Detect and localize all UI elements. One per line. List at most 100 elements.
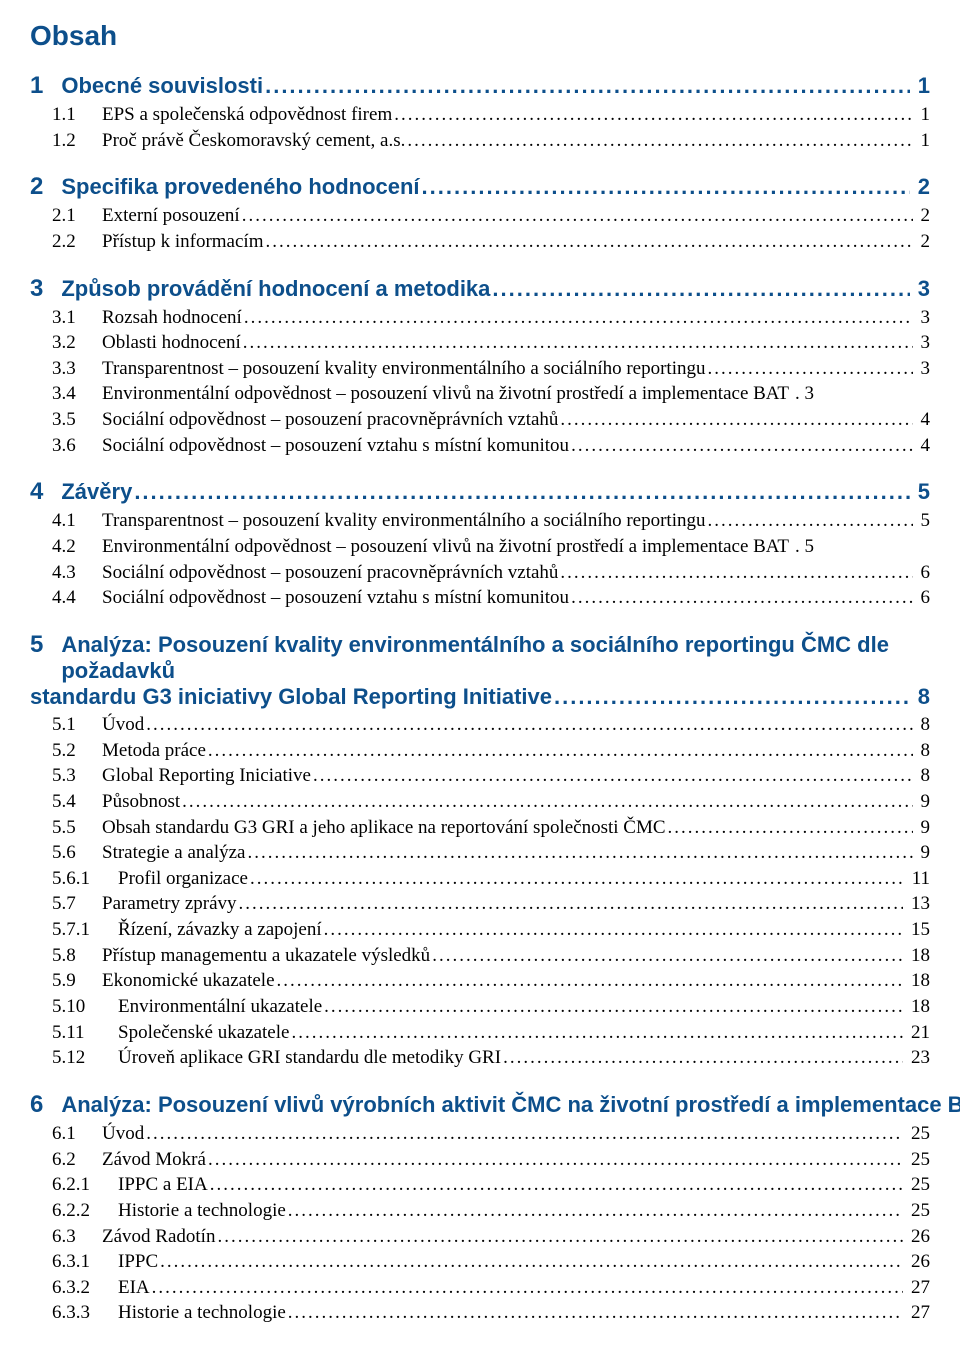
leader-dots — [208, 738, 913, 764]
toc-entry: 4.3Sociální odpovědnost – posouzení prac… — [30, 560, 930, 586]
entry-text: Externí posouzení — [102, 203, 240, 229]
leader-dots — [182, 789, 912, 815]
entry-number: 3.6 — [30, 433, 102, 459]
toc-entry: 3.1Rozsah hodnocení 3 — [30, 305, 930, 331]
entry-number: 5.4 — [30, 789, 102, 815]
leader-dots — [152, 1275, 903, 1301]
page-number: 5 — [921, 508, 931, 534]
leader-dots — [243, 330, 913, 356]
page-number: 3 — [921, 305, 931, 331]
entry-text: Transparentnost – posouzení kvality envi… — [102, 356, 706, 382]
entry-text: Oblasti hodnocení — [102, 330, 241, 356]
entry-number: 4.2 — [30, 534, 102, 560]
entry-number: 5.7.1 — [30, 917, 118, 943]
leader-dots — [242, 203, 913, 229]
leader-dots — [146, 1121, 903, 1147]
entry-number: 4.4 — [30, 585, 102, 611]
leader-dots — [708, 356, 913, 382]
leader-dots — [291, 1020, 903, 1046]
section-text: Analýza: Posouzení kvality environmentál… — [61, 632, 930, 684]
leader-dots — [208, 1147, 903, 1173]
entry-text: Přístup managementu a ukazatele výsledků — [102, 943, 430, 969]
page-number: 1 — [918, 73, 930, 99]
page-number: 27 — [911, 1275, 930, 1301]
page-number: 3 — [921, 356, 931, 382]
section-number: 3 — [30, 275, 43, 303]
leader-dots — [288, 1300, 903, 1326]
toc-entry: 6.1Úvod25 — [30, 1121, 930, 1147]
entry-number: 6.3.1 — [30, 1249, 118, 1275]
leader-dots — [708, 508, 913, 534]
page-number: 18 — [911, 994, 930, 1020]
entry-number: 5.9 — [30, 968, 102, 994]
entry-text: Působnost — [102, 789, 180, 815]
page-number: 6 — [921, 560, 931, 586]
toc-section-heading: 6Analýza: Posouzení vlivů výrobních akti… — [30, 1091, 930, 1119]
entry-number: 6.1 — [30, 1121, 102, 1147]
page-number: 4 — [921, 407, 931, 433]
page-number: 2 — [921, 229, 931, 255]
section-number: 5 — [30, 631, 43, 659]
page-number: 27 — [911, 1300, 930, 1326]
page-number: . 5 — [795, 534, 814, 560]
entry-number: 6.3.2 — [30, 1275, 118, 1301]
page-title: Obsah — [30, 20, 930, 52]
entry-text: Řízení, závazky a zapojení — [118, 917, 322, 943]
page-number: 3 — [918, 276, 930, 302]
page-number: . 3 — [795, 381, 814, 407]
section-text: Závěry — [61, 479, 132, 505]
entry-text: Společenské ukazatele — [118, 1020, 289, 1046]
page-number: 3 — [921, 330, 931, 356]
page-number: 9 — [921, 840, 931, 866]
entry-number: 2.2 — [30, 229, 102, 255]
toc-entry: 1.1EPS a společenská odpovědnost firem1 — [30, 102, 930, 128]
toc-entry: 5.11Společenské ukazatele21 — [30, 1020, 930, 1046]
toc-entry: 5.3Global Reporting Iniciative8 — [30, 763, 930, 789]
leader-dots — [668, 815, 913, 841]
entry-text: Profil organizace — [118, 866, 248, 892]
leader-dots — [422, 174, 910, 200]
entry-text: Historie a technologie — [118, 1198, 286, 1224]
page-number: 6 — [921, 585, 931, 611]
toc-entry: 5.7Parametry zprávy13 — [30, 891, 930, 917]
page-number: 21 — [911, 1020, 930, 1046]
page-number: 1 — [921, 102, 931, 128]
leader-dots — [492, 276, 909, 302]
leader-dots — [432, 943, 903, 969]
entry-number: 3.2 — [30, 330, 102, 356]
leader-dots — [250, 866, 904, 892]
page-number: 5 — [918, 479, 930, 505]
entry-number: 5.6.1 — [30, 866, 118, 892]
entry-text: Úvod — [102, 1121, 144, 1147]
entry-text: Rozsah hodnocení — [102, 305, 242, 331]
leader-dots — [210, 1172, 903, 1198]
entry-text: Proč právě Českomoravský cement, a.s. — [102, 128, 405, 154]
entry-number: 5.7 — [30, 891, 102, 917]
entry-text: Parametry zprávy — [102, 891, 237, 917]
leader-dots — [560, 407, 912, 433]
entry-number: 1.2 — [30, 128, 102, 154]
entry-number: 6.2 — [30, 1147, 102, 1173]
leader-dots — [560, 560, 912, 586]
leader-dots — [134, 479, 909, 505]
entry-number: 3.1 — [30, 305, 102, 331]
page-number: 18 — [911, 943, 930, 969]
entry-text: EIA — [118, 1275, 150, 1301]
section-number: 4 — [30, 478, 43, 506]
leader-dots — [571, 433, 912, 459]
toc-entry: 6.3.2EIA 27 — [30, 1275, 930, 1301]
entry-text: Závod Mokrá — [102, 1147, 206, 1173]
leader-dots — [146, 712, 912, 738]
leader-dots — [265, 73, 910, 99]
entry-text: Environmentální ukazatele — [118, 994, 322, 1020]
page-number: 2 — [918, 174, 930, 200]
section-text: Specifika provedeného hodnocení — [61, 174, 419, 200]
entry-text: Sociální odpovědnost – posouzení pracovn… — [102, 407, 558, 433]
leader-dots — [394, 102, 912, 128]
toc-entry: 3.5Sociální odpovědnost – posouzení prac… — [30, 407, 930, 433]
entry-text: Přístup k informacím — [102, 229, 263, 255]
toc-entry: 5.8Přístup managementu a ukazatele výsle… — [30, 943, 930, 969]
page-number: 26 — [911, 1249, 930, 1275]
leader-dots — [324, 994, 903, 1020]
toc-section-heading: 5 Analýza: Posouzení kvality environmentá… — [30, 631, 930, 710]
